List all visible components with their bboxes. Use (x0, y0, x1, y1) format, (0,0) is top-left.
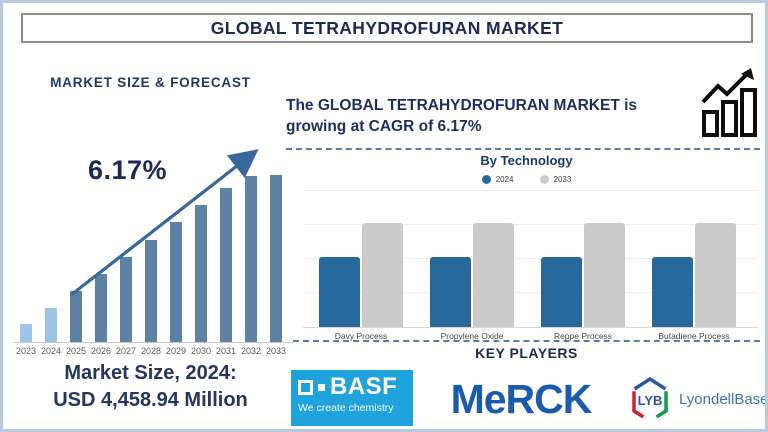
basf-logo: BASF We create chemistry (291, 370, 413, 426)
forecast-bar-2029 (170, 222, 182, 342)
tech-category-label: Propylene Oxide (440, 331, 504, 341)
forecast-bar-2024 (45, 308, 57, 342)
forecast-bar-2032 (245, 176, 257, 342)
forecast-bar-2030 (195, 205, 207, 342)
gridline (303, 258, 758, 259)
lyb-hexagon-icon: LYB (629, 373, 671, 425)
tech-bar-2024 (541, 257, 582, 327)
tech-bar-2024 (319, 257, 360, 327)
basf-square-outline-icon (298, 379, 313, 395)
market-size-line2: USD 4,458.94 Million (53, 389, 248, 411)
tech-bar-group (541, 190, 625, 327)
cagr-value-label: 6.17% (88, 155, 168, 185)
trend-arrow (70, 149, 259, 297)
lyondellbasell-logo: LYB LyondellBasell (629, 371, 765, 427)
legend-item-2033: 2033 (539, 174, 572, 184)
forecast-year-label: 2031 (215, 346, 237, 356)
forecast-year-label: 2025 (65, 346, 87, 356)
market-size-line1: Market Size, 2024: (64, 362, 237, 384)
market-size-callout: Market Size, 2024: USD 4,458.94 Million (3, 360, 298, 414)
forecast-bar-2025 (70, 291, 82, 342)
legend-label-2024: 2024 (495, 174, 514, 184)
forecast-year-label: 2028 (140, 346, 162, 356)
forecast-bar-2023 (20, 324, 32, 342)
tech-chart-plot (303, 190, 758, 328)
title-bar: GLOBAL TETRAHYDROFURAN MARKET (21, 13, 753, 43)
tech-category-label: Reppe Process (553, 331, 613, 341)
gridline (303, 292, 758, 293)
legend-dot-2033 (539, 174, 549, 184)
basf-tagline: We create chemistry (298, 402, 394, 414)
forecast-year-label: 2033 (265, 346, 287, 356)
forecast-year-label: 2027 (115, 346, 137, 356)
tech-bar-2033 (362, 223, 403, 327)
tech-bar-2033 (584, 223, 625, 327)
forecast-bar-2027 (120, 257, 132, 342)
bar-chart-growth-icon (701, 68, 757, 137)
forecast-bar-2031 (220, 188, 232, 342)
forecast-chart (13, 133, 293, 343)
forecast-year-label: 2026 (90, 346, 112, 356)
forecast-bar-2033 (270, 175, 282, 342)
tech-category-label: Butadiene Process (658, 331, 730, 341)
tech-chart-title: By Technology (480, 153, 573, 168)
tech-bar-2024 (652, 257, 693, 327)
tech-bar-2024 (430, 257, 471, 327)
tech-chart-category-axis: Davy Process Propylene Oxide Reppe Process… (303, 331, 758, 343)
dashed-divider-top (286, 148, 760, 150)
key-players-heading: KEY PLAYERS (475, 345, 578, 361)
forecast-year-label: 2029 (165, 346, 187, 356)
growth-statement: The GLOBAL TETRAHYDROFURAN MARKET is gro… (286, 97, 638, 135)
lyb-abbr: LYB (637, 393, 663, 408)
tech-bar-2033 (473, 223, 514, 327)
legend-item-2024: 2024 (481, 174, 514, 184)
basf-wordmark: BASF (330, 373, 398, 400)
tech-bar-group (430, 190, 514, 327)
forecast-bar-2028 (145, 240, 157, 342)
lyb-wordmark: LyondellBasell (679, 390, 768, 408)
tech-bar-group (319, 190, 403, 327)
tech-bar-group (652, 190, 736, 327)
tech-category-label: Davy Process (334, 331, 388, 341)
gridline (303, 190, 758, 191)
tech-bar-2033 (695, 223, 736, 327)
legend-dot-2024 (481, 174, 491, 184)
forecast-year-axis: 2023 2024 2025 2026 2027 2028 2029 2030 2031 2032… (13, 346, 293, 358)
forecast-bar-2026 (95, 274, 107, 342)
page-title: GLOBAL TETRAHYDROFURAN MARKET (210, 17, 564, 38)
forecast-year-label: 2024 (40, 346, 62, 356)
legend-label-2033: 2033 (553, 174, 572, 184)
forecast-year-label: 2023 (15, 346, 37, 356)
dashed-divider-bottom (293, 340, 760, 342)
basf-square-solid-icon (318, 383, 325, 391)
forecast-year-label: 2030 (190, 346, 212, 356)
forecast-heading: MARKET SIZE & FORECAST (50, 75, 251, 90)
forecast-year-label: 2032 (240, 346, 262, 356)
gridline (303, 224, 758, 225)
merck-logo: MeRCK (450, 375, 593, 422)
tech-chart-legend: 2024 2033 (293, 173, 760, 185)
tech-chart-baseline (303, 327, 758, 328)
